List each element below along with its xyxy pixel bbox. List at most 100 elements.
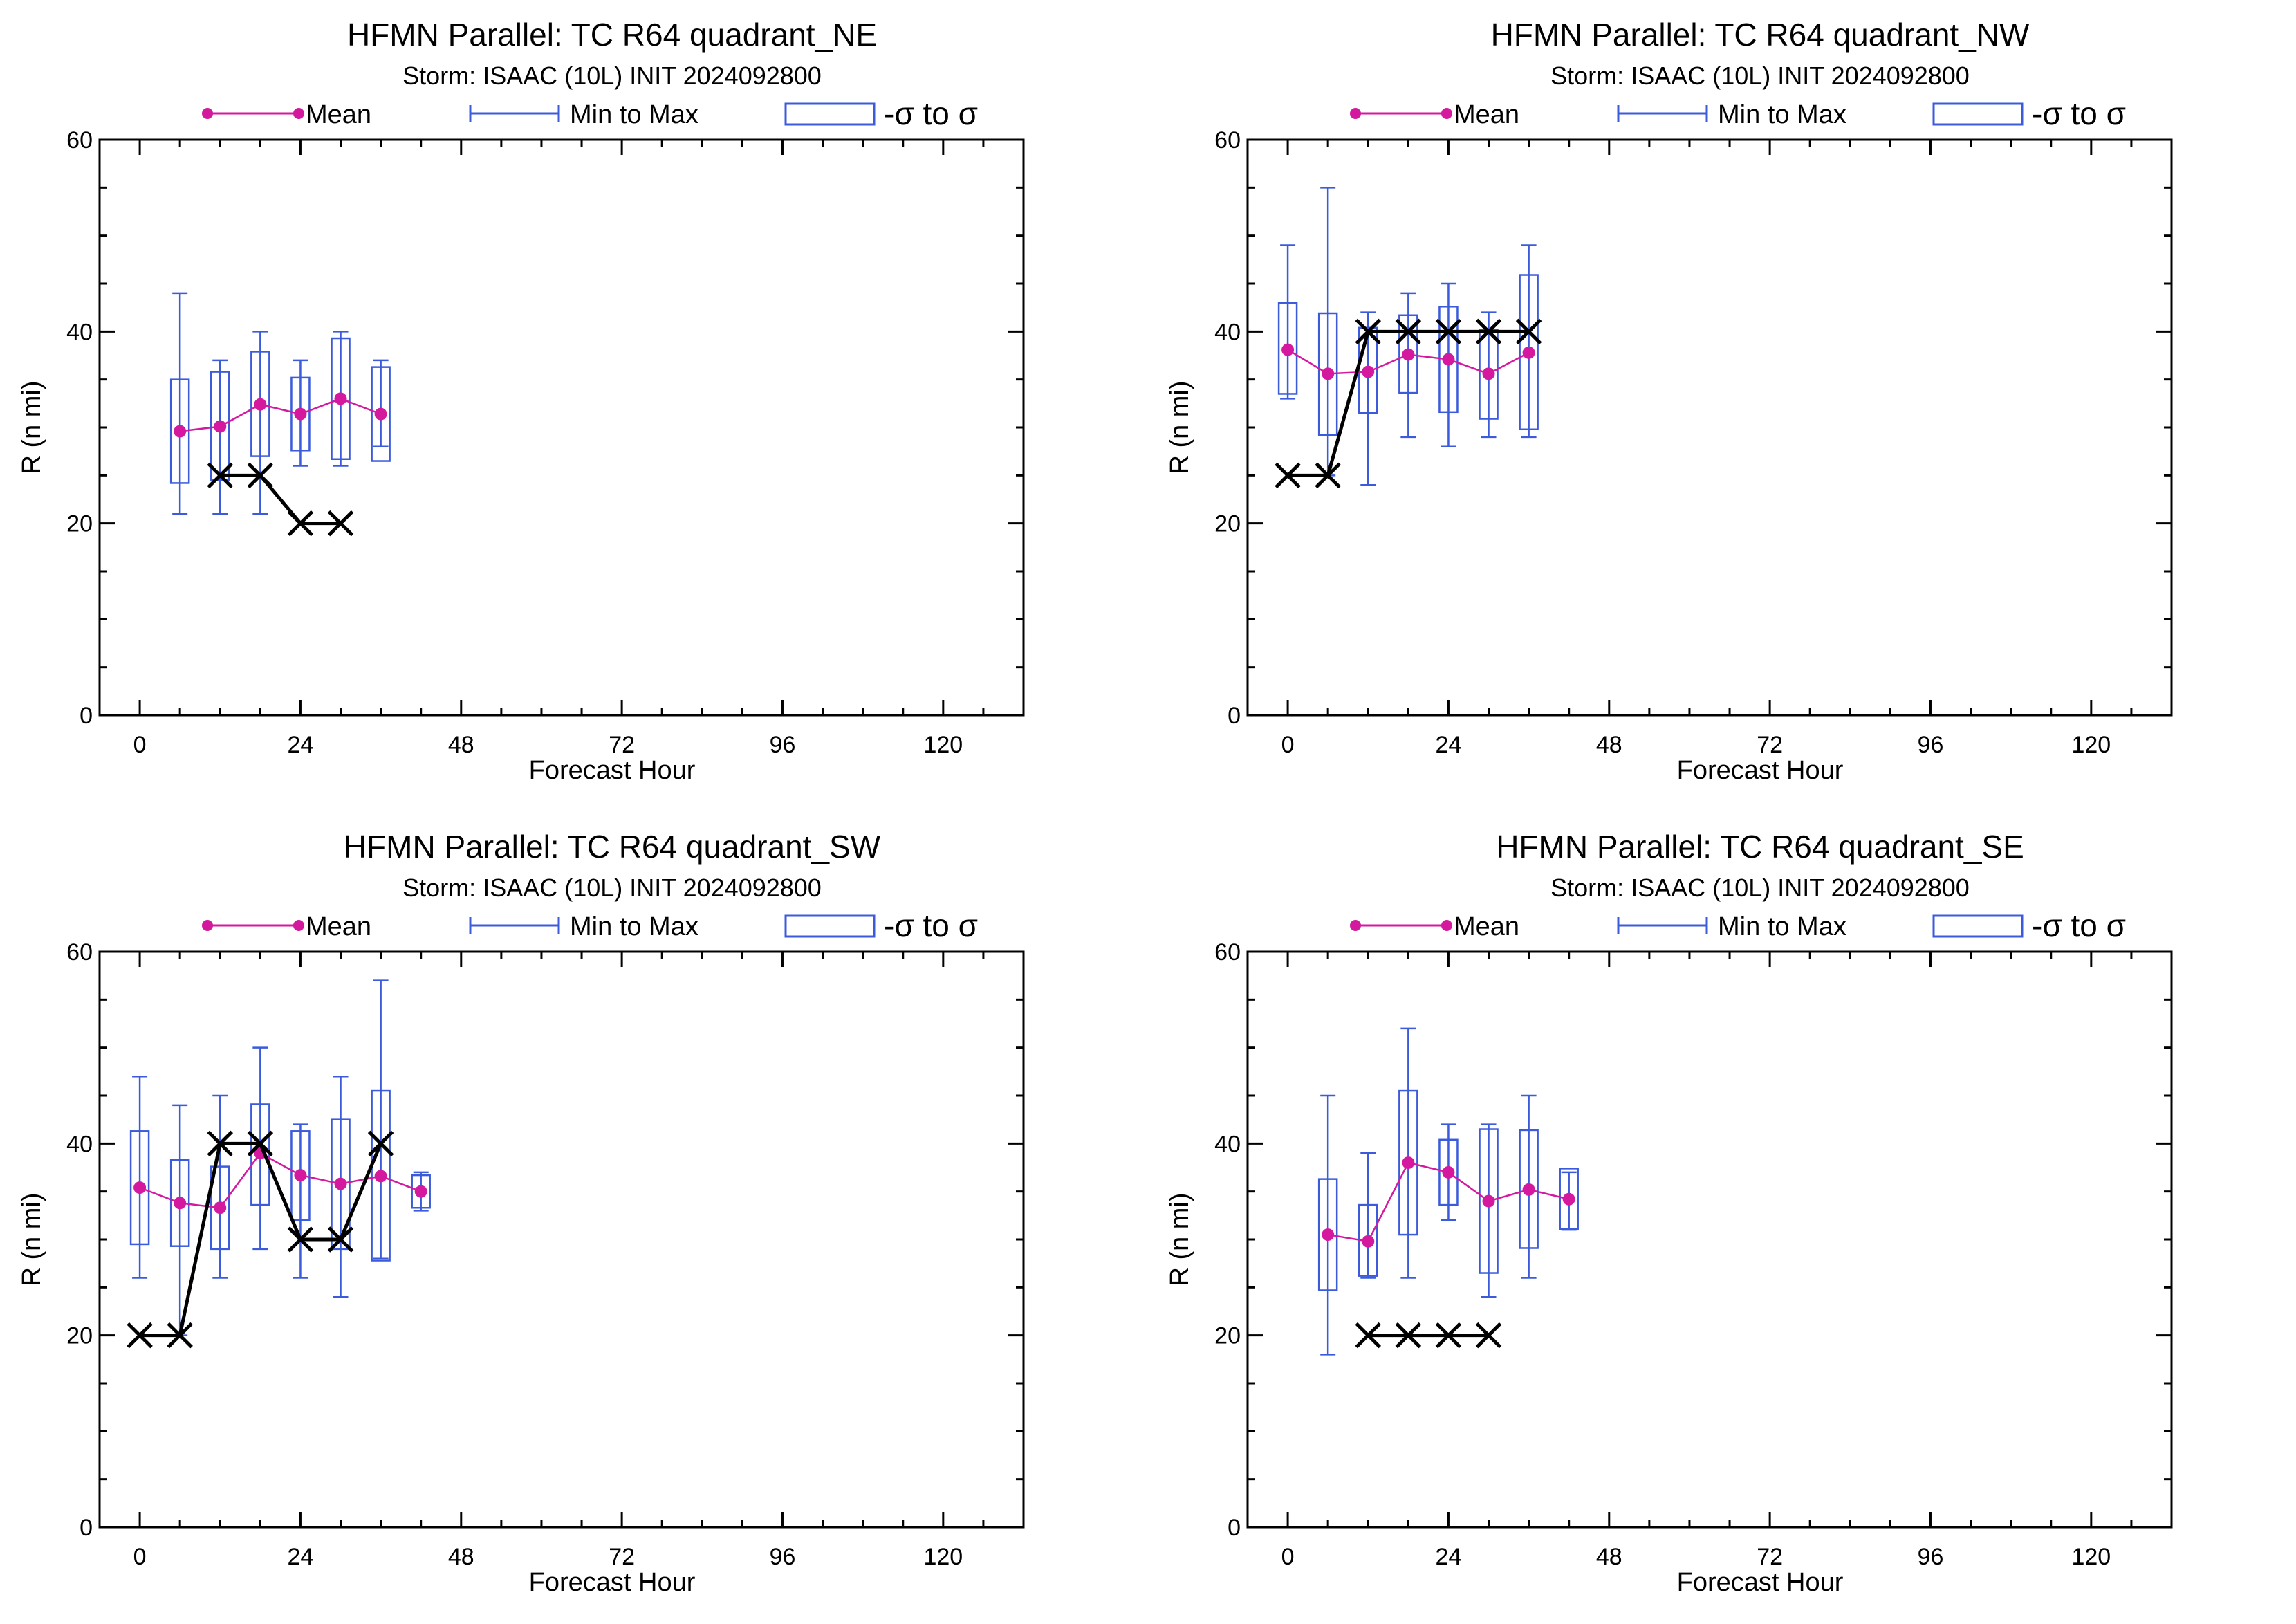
mean-point bbox=[334, 392, 347, 405]
x-tick-label: 0 bbox=[1281, 1544, 1295, 1570]
observed-marker bbox=[1395, 318, 1422, 345]
y-tick-label: 0 bbox=[80, 703, 93, 729]
plot-frame bbox=[98, 138, 1025, 717]
mean-point bbox=[214, 420, 227, 433]
mean-point bbox=[254, 398, 267, 411]
x-tick-label: 24 bbox=[1436, 1544, 1462, 1570]
x-axis-label: Forecast Hour bbox=[1677, 756, 1844, 785]
observed-marker bbox=[1435, 318, 1462, 345]
sigma-box bbox=[1519, 1129, 1539, 1249]
x-tick-label: 0 bbox=[1281, 732, 1295, 758]
sigma-box bbox=[411, 1174, 431, 1209]
y-tick-label: 20 bbox=[1214, 511, 1241, 537]
legend-sigma-label: -σ to σ bbox=[884, 95, 978, 131]
sigma-box bbox=[1438, 306, 1459, 414]
mean-line bbox=[139, 1152, 422, 1209]
plot-frame bbox=[1246, 950, 2173, 1529]
mean-point bbox=[1522, 1183, 1535, 1196]
x-tick-label: 48 bbox=[448, 1544, 474, 1570]
observed-marker bbox=[1275, 462, 1301, 489]
observed-marker bbox=[1475, 1322, 1502, 1349]
chart-title: HFMN Parallel: TC R64 quadrant_SE bbox=[1496, 829, 2024, 865]
legend-mean-dot bbox=[1441, 920, 1452, 931]
sigma-box bbox=[210, 371, 230, 481]
legend-sigma-box bbox=[1932, 914, 2024, 938]
sigma-box bbox=[331, 337, 351, 461]
mean-point bbox=[1362, 365, 1375, 378]
y-tick-label: 40 bbox=[66, 319, 93, 345]
sigma-box bbox=[1317, 1178, 1338, 1291]
y-tick-label: 40 bbox=[66, 1131, 93, 1157]
sigma-box bbox=[1438, 1138, 1459, 1206]
x-tick-label: 120 bbox=[2071, 732, 2111, 758]
legend-mean-dot bbox=[293, 108, 304, 119]
legend-sigma-box bbox=[1932, 102, 2024, 126]
mean-point bbox=[294, 1169, 307, 1182]
sigma-box bbox=[1277, 302, 1298, 395]
plot-frame bbox=[1246, 138, 2173, 717]
x-tick-label: 120 bbox=[2071, 1544, 2111, 1570]
observed-marker bbox=[1315, 462, 1341, 489]
sigma-box bbox=[331, 1118, 351, 1251]
y-tick-label: 0 bbox=[1228, 1515, 1241, 1541]
x-tick-label: 24 bbox=[1436, 732, 1462, 758]
x-tick-label: 24 bbox=[288, 732, 314, 758]
y-tick-label: 60 bbox=[1214, 939, 1241, 966]
sigma-box bbox=[169, 378, 190, 484]
chart-title: HFMN Parallel: TC R64 quadrant_SW bbox=[344, 829, 881, 865]
chart-panel: HFMN Parallel: TC R64 quadrant_SE Storm: … bbox=[1165, 829, 2173, 1597]
legend: Mean Min to Max -σ to σ bbox=[202, 95, 978, 131]
observed-marker bbox=[1435, 1322, 1462, 1349]
mean-point bbox=[1402, 1156, 1415, 1170]
mean-point bbox=[374, 407, 387, 421]
legend-mean-label: Mean bbox=[306, 100, 371, 129]
legend-mean-dot bbox=[293, 920, 304, 931]
x-tick-label: 48 bbox=[448, 732, 474, 758]
x-tick-label: 96 bbox=[770, 1544, 796, 1570]
legend: Mean Min to Max -σ to σ bbox=[1350, 95, 2126, 131]
chart-subtitle: Storm: ISAAC (10L) INIT 2024092800 bbox=[1550, 62, 1970, 90]
chart-panel: HFMN Parallel: TC R64 quadrant_NW Storm: … bbox=[1165, 17, 2173, 785]
chart-title: HFMN Parallel: TC R64 quadrant_NE bbox=[347, 17, 877, 53]
plot-frame bbox=[98, 950, 1025, 1529]
observed-marker bbox=[327, 510, 354, 537]
x-axis-label: Forecast Hour bbox=[529, 756, 696, 785]
mean-point bbox=[1442, 1165, 1455, 1179]
observed-marker bbox=[1475, 318, 1502, 345]
y-tick-label: 20 bbox=[66, 1323, 93, 1349]
y-tick-label: 60 bbox=[1214, 127, 1241, 154]
observed-marker bbox=[207, 462, 234, 489]
legend: Mean Min to Max -σ to σ bbox=[202, 907, 978, 943]
x-tick-label: 72 bbox=[1757, 1544, 1783, 1570]
x-tick-label: 120 bbox=[923, 1544, 963, 1570]
sigma-box bbox=[1398, 314, 1418, 394]
y-axis-label: R (n mi) bbox=[17, 1192, 46, 1286]
sigma-box bbox=[290, 1130, 311, 1221]
legend: Mean Min to Max -σ to σ bbox=[1350, 907, 2126, 943]
observed-marker bbox=[287, 1226, 314, 1253]
legend-sigma-label: -σ to σ bbox=[884, 907, 978, 943]
mean-point bbox=[1482, 367, 1495, 380]
y-tick-label: 0 bbox=[1228, 703, 1241, 729]
observed-marker bbox=[287, 510, 314, 537]
sigma-box bbox=[371, 1089, 391, 1262]
y-tick-label: 60 bbox=[66, 127, 93, 154]
x-tick-label: 96 bbox=[770, 732, 796, 758]
sigma-box bbox=[1559, 1168, 1579, 1230]
observed-marker bbox=[1395, 1322, 1422, 1349]
y-tick-label: 20 bbox=[66, 511, 93, 537]
x-tick-label: 120 bbox=[923, 732, 963, 758]
sigma-box bbox=[371, 366, 391, 462]
legend-mean-dot bbox=[1350, 108, 1361, 119]
x-tick-label: 72 bbox=[1757, 732, 1783, 758]
sigma-box bbox=[290, 376, 311, 452]
legend-sigma-label: -σ to σ bbox=[2032, 95, 2126, 131]
mean-point bbox=[174, 1197, 187, 1210]
observed-marker bbox=[247, 1130, 274, 1157]
sigma-box bbox=[250, 351, 270, 457]
y-tick-label: 20 bbox=[1214, 1323, 1241, 1349]
x-tick-label: 0 bbox=[133, 1544, 147, 1570]
mean-point bbox=[1442, 353, 1455, 366]
sigma-box bbox=[1519, 274, 1539, 431]
